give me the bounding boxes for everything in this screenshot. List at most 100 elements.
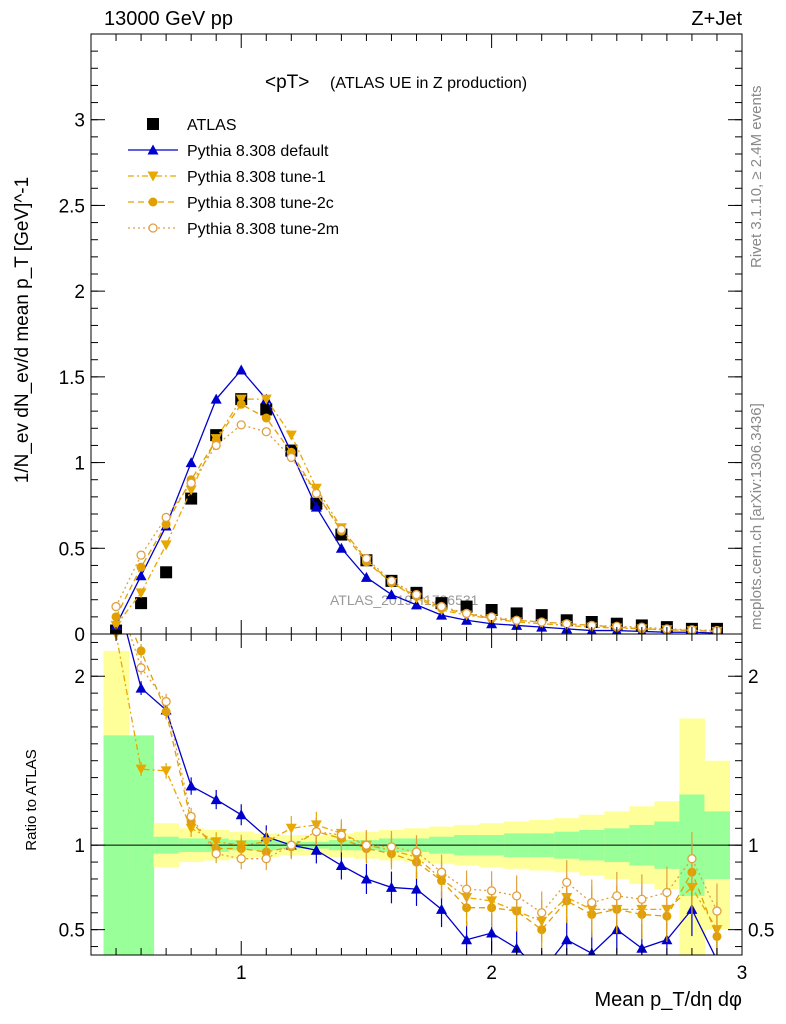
ratio-point-2-0 xyxy=(112,587,121,596)
x-tick-label-1: 2 xyxy=(486,963,497,984)
main-point-4-8 xyxy=(311,488,321,499)
main-point-1-3 xyxy=(185,457,197,468)
main-point-1-8 xyxy=(310,501,322,512)
main-y-tick-label-6: 3 xyxy=(74,111,85,132)
main-point-1-12 xyxy=(411,599,422,610)
legend-label-0: ATLAS xyxy=(187,117,237,134)
main-point-4-15 xyxy=(486,612,497,622)
ratio-point-0-0 xyxy=(111,586,122,596)
ratio-y-tick-label-right-1: 1 xyxy=(748,836,759,857)
main-point-1-5 xyxy=(235,364,247,375)
ratio-point-3-23 xyxy=(687,854,697,864)
ratio-point-3-10 xyxy=(361,840,372,850)
ratio-point-0-3 xyxy=(185,780,197,791)
ratio-point-3-20 xyxy=(612,891,622,901)
ratio-series-line-0 xyxy=(126,634,716,955)
main-point-4-14 xyxy=(461,608,472,619)
ratio-point-1-7 xyxy=(285,823,297,834)
main-point-4-11 xyxy=(386,576,397,586)
ratio-y-tick-label-right-2: 2 xyxy=(748,667,759,688)
ratio-point-3-1 xyxy=(136,663,146,673)
ratio-point-0-18 xyxy=(561,934,573,945)
ratio-point-3-3 xyxy=(186,811,196,822)
main-point-1-4 xyxy=(210,393,222,404)
ratio-point-3-13 xyxy=(436,867,447,877)
ratio-point-0-10 xyxy=(360,873,372,884)
legend-marker-0 xyxy=(147,118,159,130)
ratio-point-0-8 xyxy=(310,844,322,855)
main-point-4-12 xyxy=(411,589,422,600)
legend-label-2: Pythia 8.308 tune-1 xyxy=(187,169,326,186)
main-point-4-6 xyxy=(261,427,271,437)
ratio-point-0-14 xyxy=(461,934,473,945)
main-y-axis-label: 1/N_ev dN_ev/d mean p_T [GeV]^-1 xyxy=(12,177,33,483)
header-left: 13000 GeV pp xyxy=(104,8,233,30)
main-point-4-5 xyxy=(236,420,246,430)
ratio-point-0-4 xyxy=(210,794,222,805)
main-point-4-4 xyxy=(211,440,221,451)
ratio-point-3-22 xyxy=(662,887,672,898)
main-point-4-18 xyxy=(562,619,572,629)
main-y-tick-label-0: 0 xyxy=(74,625,85,646)
main-point-3-0 xyxy=(111,612,121,622)
x-axis-label: Mean p_T/dη dφ xyxy=(595,989,743,1011)
ratio-y-tick-label-0: 0.5 xyxy=(59,921,85,942)
ratio-point-3-11 xyxy=(386,842,397,852)
legend-marker-3 xyxy=(148,197,158,207)
ratio-point-1-2 xyxy=(160,766,172,777)
ratio-point-0-21 xyxy=(636,942,648,953)
main-point-4-10 xyxy=(361,553,372,564)
ratio-point-3-16 xyxy=(512,891,522,901)
main-plot-area: 0 0.5 1 1.5 2 2.5 3 xyxy=(59,33,743,646)
ratio-point-3-18 xyxy=(562,877,572,888)
ratio-point-0-5 xyxy=(235,809,247,820)
ratio-point-3-8 xyxy=(311,827,321,837)
main-point-1-1 xyxy=(135,570,147,581)
ratio-point-3-12 xyxy=(411,847,422,857)
x-tick-label-0: 1 xyxy=(236,963,247,984)
legend-marker-4 xyxy=(148,223,158,233)
main-point-0-1 xyxy=(135,597,148,610)
legend: ATLAS Pythia 8.308 default Pythia 8.308 tu… xyxy=(128,117,339,238)
main-y-tick-label-3: 1.5 xyxy=(59,368,85,389)
ratio-point-3-14 xyxy=(461,884,472,894)
main-point-4-0 xyxy=(111,601,121,612)
ratio-point-3-4 xyxy=(211,848,221,859)
ratio-y-tick-label-1: 1 xyxy=(74,836,85,857)
main-point-2-0 xyxy=(110,620,122,631)
main-point-3-6 xyxy=(261,413,271,423)
legend-label-3: Pythia 8.308 tune-2c xyxy=(187,195,334,212)
header-right: Z+Jet xyxy=(691,8,742,30)
main-point-0-15 xyxy=(485,604,498,616)
main-point-0-17 xyxy=(535,609,548,622)
ratio-point-0-15 xyxy=(486,927,498,938)
main-point-2-5 xyxy=(235,394,247,405)
main-point-4-9 xyxy=(336,524,347,535)
plot-title: <pT> xyxy=(265,72,309,93)
ratio-point-3-0 xyxy=(112,588,120,596)
ratio-point-3-5 xyxy=(236,854,246,864)
main-point-3-1 xyxy=(136,562,146,572)
main-series-group xyxy=(110,364,723,634)
main-point-3-2 xyxy=(161,519,171,529)
plot-subtitle: (ATLAS UE in Z production) xyxy=(330,75,527,92)
ratio-point-3-19 xyxy=(587,897,597,908)
ratio-point-3-6 xyxy=(261,854,271,864)
main-y-tick-label-4: 2 xyxy=(74,282,85,303)
main-point-0-16 xyxy=(510,607,523,620)
main-point-2-6 xyxy=(260,394,272,405)
ratio-point-0-16 xyxy=(511,942,523,953)
ratio-point-0-9 xyxy=(335,859,347,870)
ratio-series-group xyxy=(91,586,742,955)
legend-label-4: Pythia 8.308 tune-2m xyxy=(187,221,339,238)
main-point-3-5 xyxy=(236,399,246,409)
ratio-point-0-12 xyxy=(411,883,422,894)
main-y-tick-label-5: 2.5 xyxy=(59,196,85,217)
ratio-point-0-1 xyxy=(135,682,147,693)
main-point-4-13 xyxy=(436,601,447,612)
ratio-point-0-11 xyxy=(385,881,397,892)
main-point-1-9 xyxy=(335,542,347,553)
main-point-2-3 xyxy=(185,485,197,496)
ratio-point-3-9 xyxy=(336,830,347,840)
